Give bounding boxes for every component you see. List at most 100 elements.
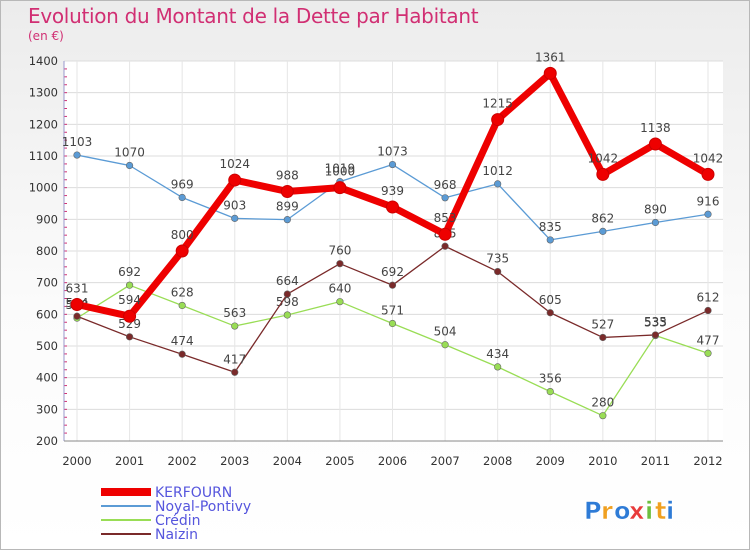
- logo-letter: o: [614, 497, 631, 525]
- x-tick-label: 2004: [273, 454, 302, 468]
- data-label: 1042: [693, 151, 724, 165]
- data-label: 899: [276, 200, 299, 214]
- data-label: 529: [118, 317, 141, 331]
- data-point: [648, 137, 662, 151]
- data-label: 862: [591, 211, 614, 225]
- data-point: [280, 184, 294, 198]
- data-label: 1024: [219, 157, 250, 171]
- y-tick-label: 400: [36, 371, 58, 385]
- data-point: [333, 181, 347, 195]
- data-point: [546, 309, 554, 317]
- data-point: [599, 227, 607, 235]
- legend-label: Noyal-Pontivy: [155, 499, 251, 515]
- y-tick-label: 600: [36, 307, 58, 321]
- data-label: 760: [328, 244, 351, 258]
- y-tick-label: 1200: [29, 117, 58, 131]
- data-point: [388, 281, 397, 289]
- y-tick-label: 200: [36, 434, 58, 448]
- data-label: 535: [644, 315, 667, 329]
- y-tick-label: 1400: [29, 54, 58, 68]
- data-label: 640: [328, 282, 351, 296]
- data-label: 628: [171, 285, 194, 299]
- data-point: [73, 151, 81, 159]
- data-label: 563: [223, 306, 246, 320]
- data-label: 835: [539, 220, 562, 234]
- data-point: [178, 301, 186, 310]
- data-label: 890: [644, 203, 667, 217]
- data-point: [70, 298, 84, 312]
- data-label: 1042: [588, 151, 619, 165]
- data-point: [599, 333, 607, 342]
- data-label: 631: [66, 282, 89, 296]
- data-point: [491, 113, 505, 127]
- data-point: [386, 200, 399, 214]
- data-point: [336, 260, 344, 268]
- data-point: [494, 363, 502, 371]
- data-point: [438, 227, 452, 241]
- data-label: 594: [118, 293, 141, 307]
- data-label: 1215: [482, 97, 513, 111]
- data-point: [178, 193, 186, 202]
- legend-label: Crédin: [155, 513, 201, 529]
- x-tick-label: 2007: [430, 454, 459, 468]
- x-tick-label: 2008: [483, 454, 512, 468]
- data-label: 527: [591, 317, 614, 331]
- data-point: [283, 290, 291, 298]
- logo-letter: i: [645, 497, 653, 525]
- x-tick-label: 2011: [641, 454, 670, 468]
- logo-letter: P: [584, 497, 602, 525]
- x-tick-label: 2005: [325, 454, 354, 468]
- data-label: 612: [697, 291, 720, 305]
- data-label: 1073: [377, 145, 408, 159]
- data-label: 474: [171, 334, 194, 348]
- data-label: 664: [276, 274, 299, 288]
- data-point: [704, 210, 712, 218]
- data-point: [73, 312, 81, 320]
- data-point: [441, 194, 449, 202]
- data-label: 1103: [62, 135, 93, 149]
- x-tick-label: 2002: [168, 454, 197, 468]
- data-label: 1012: [482, 164, 513, 178]
- y-tick-label: 1000: [29, 181, 58, 195]
- data-label: 692: [118, 265, 141, 279]
- x-tick-label: 2009: [536, 454, 565, 468]
- data-label: 853: [434, 211, 457, 225]
- data-point: [441, 341, 449, 349]
- y-tick-label: 1100: [29, 149, 58, 163]
- data-label: 1138: [640, 121, 671, 135]
- data-label: 477: [697, 333, 720, 347]
- data-label: 356: [539, 372, 562, 386]
- data-point: [231, 322, 239, 330]
- data-point: [175, 244, 189, 258]
- data-label: 903: [223, 198, 246, 212]
- x-tick-label: 2001: [115, 454, 144, 468]
- chart-title: Evolution du Montant de la Dette par Hab…: [28, 4, 479, 28]
- data-point: [599, 412, 607, 420]
- x-tick-label: 2012: [693, 454, 722, 468]
- y-tick-label: 900: [36, 212, 58, 226]
- x-tick-label: 2010: [588, 454, 617, 468]
- data-label: 598: [276, 295, 299, 309]
- data-point: [494, 267, 502, 276]
- x-tick-label: 2006: [378, 454, 407, 468]
- data-point: [651, 218, 660, 227]
- data-label: 571: [381, 304, 404, 318]
- data-label: 692: [381, 265, 404, 279]
- data-point: [388, 319, 397, 328]
- data-label: 939: [381, 184, 404, 198]
- data-point: [704, 349, 712, 357]
- data-label: 969: [171, 177, 194, 191]
- chart-subtitle: (en €): [28, 29, 64, 43]
- data-point: [543, 66, 557, 80]
- y-tick-label: 800: [36, 244, 58, 258]
- data-point: [283, 216, 291, 224]
- data-label: 988: [276, 168, 299, 182]
- data-point: [651, 331, 660, 339]
- data-label: 968: [434, 178, 457, 192]
- x-tick-label: 2003: [220, 454, 249, 468]
- data-point: [494, 180, 502, 188]
- data-point: [178, 350, 186, 358]
- data-label: 504: [434, 325, 457, 339]
- data-point: [231, 368, 239, 376]
